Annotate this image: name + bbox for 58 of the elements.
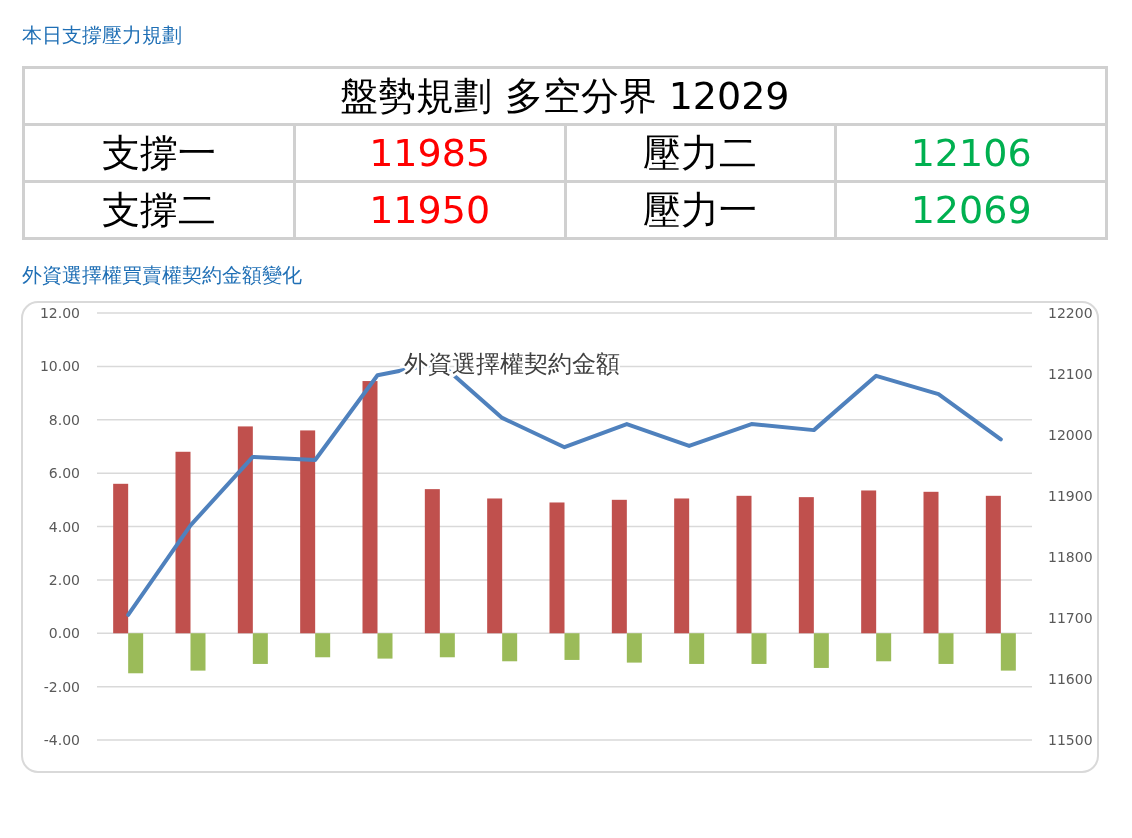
bar	[1000, 633, 1016, 671]
y2-tick-label: 11800	[1048, 549, 1093, 565]
text: 11985	[294, 124, 565, 182]
bar	[798, 497, 814, 634]
y-tick-label: -4.00	[43, 732, 80, 748]
y2-tick-label: 11500	[1048, 732, 1093, 748]
bar	[861, 490, 877, 634]
bar	[751, 633, 767, 664]
bar	[128, 633, 144, 674]
bar	[611, 499, 627, 634]
bar	[439, 633, 455, 658]
y-tick-label: 12.00	[39, 305, 80, 321]
y2-tick-label: 11900	[1048, 488, 1093, 504]
bar	[626, 633, 642, 663]
text: 11950	[294, 181, 565, 239]
bar	[689, 633, 705, 664]
y-tick-label: -2.00	[43, 678, 80, 695]
y-tick-label: 10.00	[39, 358, 80, 375]
y-tick-label: 2.00	[48, 571, 80, 588]
text: 12069	[835, 181, 1107, 239]
text: 盤勢規劃 多空分界 12029	[23, 67, 1107, 125]
bar	[502, 633, 518, 662]
bar	[190, 633, 206, 671]
bar	[736, 495, 752, 634]
y-tick-label: 4.00	[48, 518, 80, 535]
y2-tick-label: 11700	[1048, 610, 1093, 626]
bar	[876, 633, 892, 662]
text: 支撐二	[23, 181, 295, 239]
bar	[362, 381, 378, 634]
bar	[113, 483, 129, 634]
bar	[985, 495, 1001, 634]
y2-tick-label: 12000	[1048, 427, 1093, 443]
text: 壓力二	[565, 124, 836, 182]
text: 12106	[835, 124, 1107, 182]
y-tick-label: 8.00	[48, 411, 80, 428]
text: 支撐一	[23, 124, 295, 182]
y2-tick-label: 12200	[1048, 305, 1093, 321]
bar	[252, 633, 268, 664]
text: 本日支撐壓力規劃	[22, 22, 182, 49]
y-tick-label: 6.00	[48, 465, 80, 482]
bar	[377, 633, 393, 659]
chart-title: 外資選擇權買賣權契約金額變化	[22, 262, 302, 289]
bar	[300, 430, 316, 634]
y-tick-label: 0.00	[48, 625, 80, 642]
bar	[923, 491, 939, 634]
y2-tick-label: 12100	[1048, 366, 1093, 382]
bar	[175, 451, 191, 634]
bar	[315, 633, 331, 658]
bar	[237, 426, 253, 634]
bar	[487, 498, 503, 634]
y2-tick-label: 11600	[1048, 671, 1093, 687]
bar	[938, 633, 954, 664]
bar	[564, 633, 580, 660]
bar	[674, 498, 690, 634]
bar	[424, 489, 440, 634]
text: 壓力一	[565, 181, 836, 239]
bar	[813, 633, 829, 668]
bar	[549, 502, 565, 634]
